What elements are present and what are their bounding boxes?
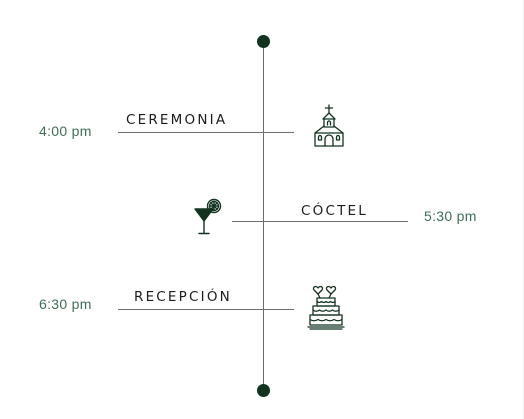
timeline-start-dot <box>257 35 270 48</box>
timeline-spine <box>263 41 264 391</box>
event-time-recepcion: 6:30 pm <box>39 296 92 312</box>
event-label-coctel: CÓCTEL <box>301 203 368 219</box>
church-icon <box>311 104 347 153</box>
cocktail-icon <box>193 198 225 243</box>
event-time-ceremonia: 4:00 pm <box>39 123 92 139</box>
page-edge <box>522 0 524 419</box>
event-rule-ceremonia <box>118 132 294 133</box>
event-label-recepcion: RECEPCIÓN <box>134 289 232 305</box>
event-rule-recepcion <box>118 309 294 310</box>
event-label-ceremonia: CEREMONIA <box>126 112 228 128</box>
event-time-coctel: 5:30 pm <box>424 208 477 224</box>
timeline-end-dot <box>257 384 270 397</box>
wedding-cake-icon <box>306 283 346 336</box>
event-rule-coctel <box>232 221 408 222</box>
